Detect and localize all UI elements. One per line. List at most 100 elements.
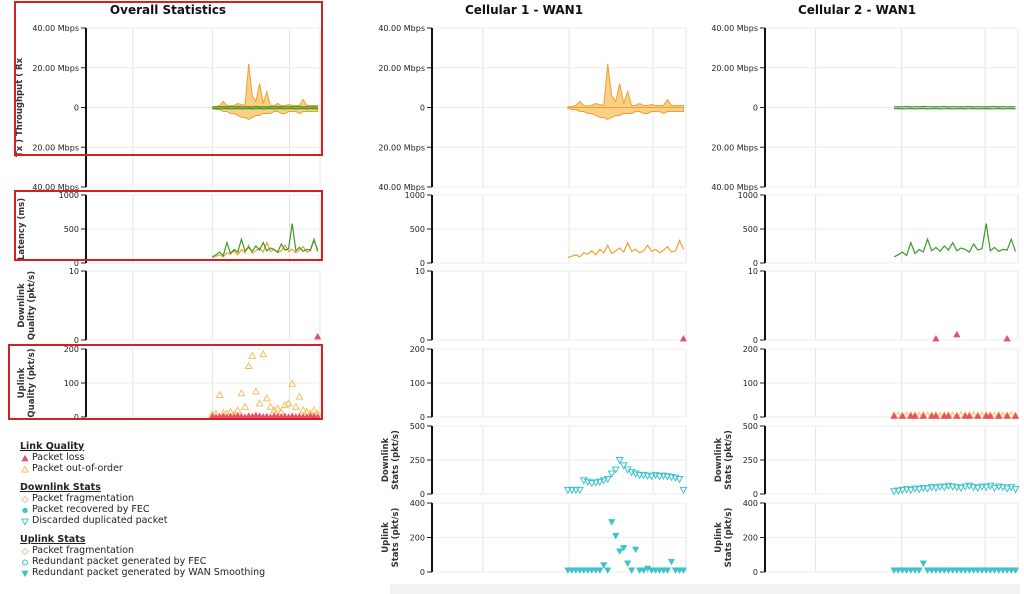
y-tick-label: 0 xyxy=(753,259,758,268)
series-latency-0 xyxy=(567,239,685,259)
panel-latency: 1000 500 0 xyxy=(738,191,1019,268)
y-tick-label: 40.00 Mbps xyxy=(32,24,79,33)
point-mark xyxy=(607,470,616,478)
legend-label: Redundant packet generated by FEC xyxy=(32,556,207,567)
panel-uplink_stats: 400 200 0 UplinkStats (pkt/s) xyxy=(714,499,1020,577)
point-mark xyxy=(894,410,903,419)
point-mark xyxy=(567,486,576,495)
point-mark xyxy=(986,412,994,419)
point-mark xyxy=(998,411,1007,419)
legend-item: Discarded duplicated packet xyxy=(20,515,265,526)
point-mark xyxy=(248,351,257,359)
y-tick-label: 10 xyxy=(748,267,758,276)
y-axis-label: DownlinkStats (pkt/s) xyxy=(381,430,401,490)
panel-downlink_stats: 500 250 0 DownlinkStats (pkt/s) xyxy=(714,422,1020,499)
legend-heading: Link Quality xyxy=(20,441,85,452)
y-tick-label: 100 xyxy=(743,379,758,388)
y-tick-label: 200 xyxy=(743,534,758,543)
series-throughput-0 xyxy=(211,63,319,108)
y-tick-label: 10 xyxy=(69,267,79,276)
point-mark xyxy=(237,388,246,397)
point-mark xyxy=(898,412,907,419)
point-mark xyxy=(969,410,978,419)
point-mark xyxy=(679,334,688,342)
point-mark xyxy=(612,532,620,540)
point-mark xyxy=(667,558,676,566)
point-mark xyxy=(990,484,999,493)
point-mark xyxy=(932,334,940,342)
y-tick-label: 40.00 Mbps xyxy=(711,183,758,192)
panel-latency: 1000 500 0 xyxy=(405,191,687,268)
y-tick-label: 500 xyxy=(64,225,79,234)
y-axis-label: Tx ) Throughput ( Rx xyxy=(15,57,25,157)
y-tick-label: 0 xyxy=(753,104,758,113)
y-tick-label: 1000 xyxy=(59,191,79,200)
y-tick-label: 20.00 Mbps xyxy=(711,64,758,73)
point-mark xyxy=(240,402,250,410)
y-tick-label: 200 xyxy=(64,345,79,354)
y-tick-label: 0 xyxy=(420,413,425,422)
y-tick-label: 40.00 Mbps xyxy=(32,183,79,192)
panel-uplink_stats: 400 200 0 UplinkStats (pkt/s) xyxy=(381,499,688,577)
legend-item: Redundant packet generated by FEC xyxy=(20,556,265,567)
y-tick-label: 500 xyxy=(743,422,758,431)
point-mark xyxy=(890,412,898,419)
legend-item: Packet out-of-order xyxy=(20,463,265,474)
series-throughput-1 xyxy=(211,107,319,120)
y-tick-label: 0 xyxy=(753,568,758,577)
point-mark xyxy=(889,488,899,496)
series-latency-1 xyxy=(212,223,319,258)
y-tick-label: 40.00 Mbps xyxy=(378,183,425,192)
point-mark xyxy=(961,483,970,491)
y-tick-label: 0 xyxy=(420,336,425,345)
tri-up-filled-icon xyxy=(21,454,29,461)
point-mark xyxy=(898,486,907,495)
y-tick-label: 1000 xyxy=(405,191,425,200)
point-mark xyxy=(994,483,1003,491)
point-mark xyxy=(944,482,953,491)
point-mark xyxy=(902,411,911,419)
point-mark xyxy=(952,484,961,492)
point-mark xyxy=(915,411,924,419)
point-mark xyxy=(1011,486,1020,494)
legend-marker xyxy=(21,570,29,577)
point-mark xyxy=(977,483,987,491)
series-throughput-0 xyxy=(567,63,685,108)
y-tick-label: 0 xyxy=(420,490,425,499)
y-tick-label: 400 xyxy=(743,499,758,508)
legend-item: Packet loss xyxy=(20,452,265,463)
point-mark xyxy=(563,486,572,495)
point-mark xyxy=(894,487,903,495)
point-mark xyxy=(944,412,953,419)
point-mark xyxy=(599,477,608,485)
area-mark xyxy=(211,107,319,120)
panel-latency: 1000 500 0 Latency (ms) xyxy=(17,191,321,268)
y-axis-label: DownlinkQuality (pkt/s) xyxy=(17,271,37,340)
y-tick-label: 200 xyxy=(410,345,425,354)
column-title-overall: Overall Statistics xyxy=(109,3,227,17)
highlight-box-throughput xyxy=(14,1,323,156)
series-discarded-duplicated-packet xyxy=(563,456,688,495)
y-tick-label: 500 xyxy=(410,422,425,431)
y-tick-label: 0 xyxy=(74,259,79,268)
point-mark xyxy=(288,379,297,387)
point-mark xyxy=(611,466,620,474)
point-mark xyxy=(266,402,275,410)
point-mark xyxy=(647,473,656,481)
series-redundant-packet-generated-by-wan-smoothing xyxy=(564,519,688,574)
legend-label: Redundant packet generated by WAN Smooth… xyxy=(32,567,266,578)
point-mark xyxy=(624,560,632,568)
series-throughput-1 xyxy=(567,107,685,120)
y-tick-label: 200 xyxy=(410,534,425,543)
point-mark xyxy=(259,349,268,358)
area-mark xyxy=(567,107,685,120)
point-mark xyxy=(919,412,927,419)
point-mark xyxy=(1011,412,1020,419)
series-packet-loss xyxy=(890,412,1020,419)
point-mark xyxy=(948,483,957,491)
point-mark xyxy=(936,411,945,419)
panel-uplink_quality: 200 100 0 xyxy=(410,345,687,422)
y-tick-label: 100 xyxy=(64,379,79,388)
point-mark xyxy=(215,390,224,398)
y-tick-label: 250 xyxy=(743,456,758,465)
